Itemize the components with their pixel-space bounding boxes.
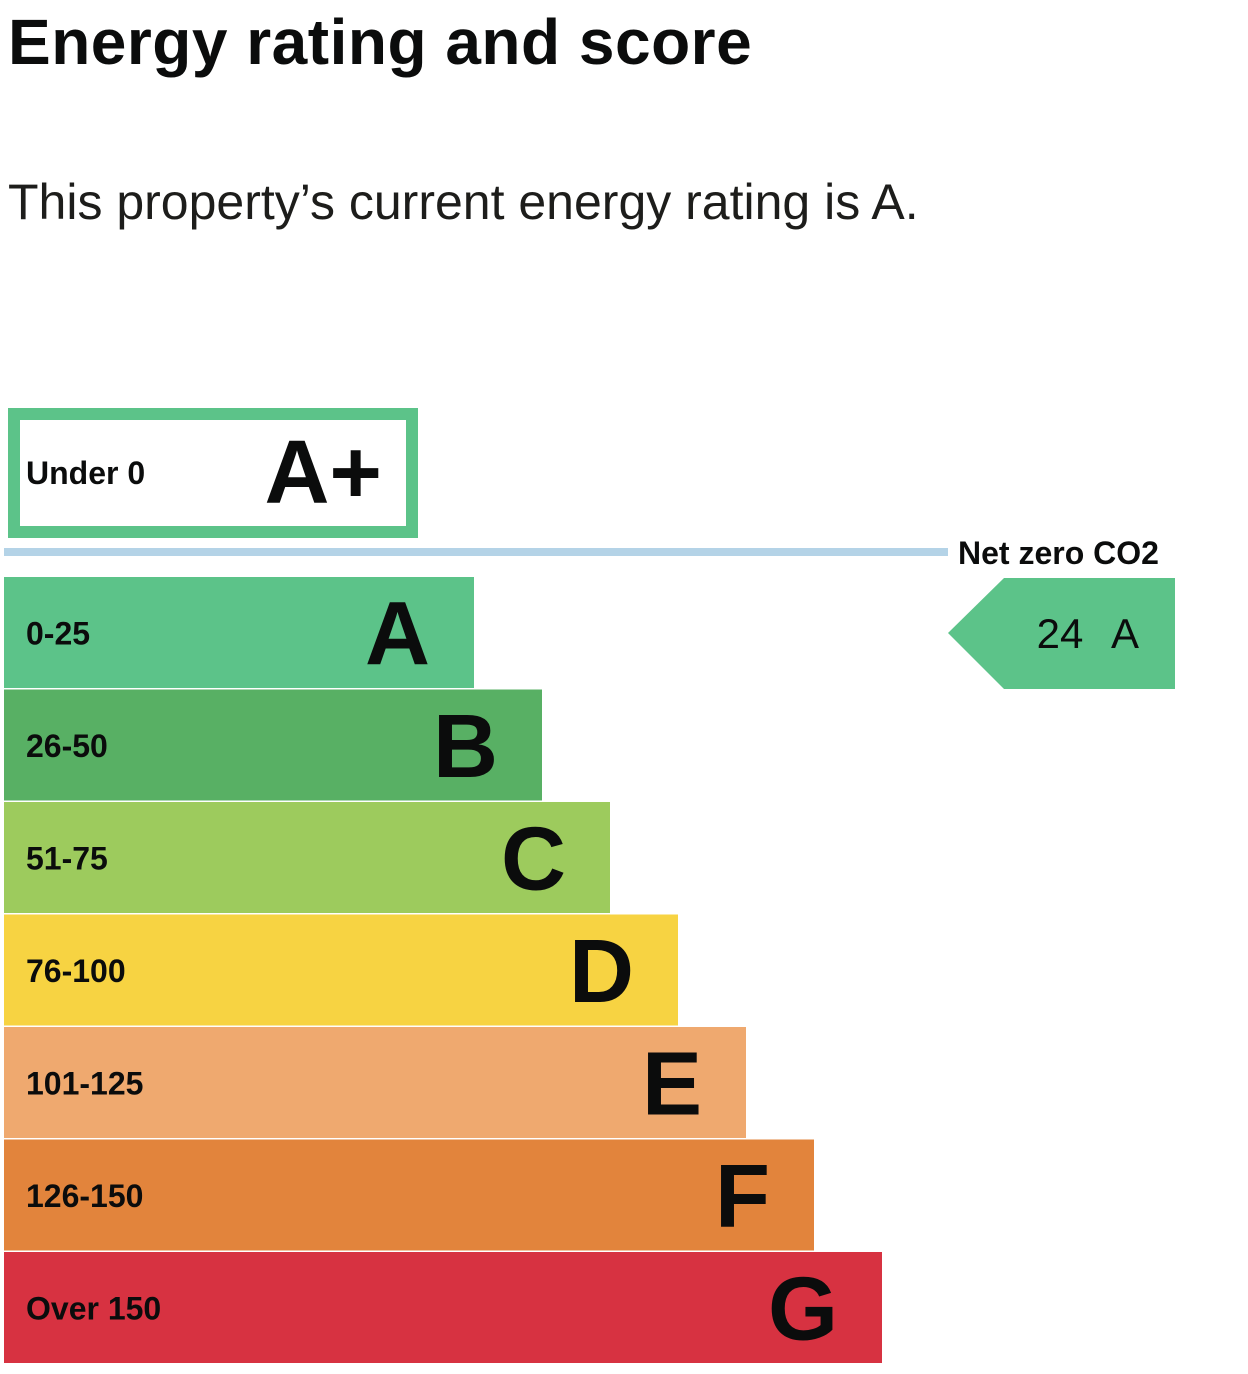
band-c-range: 51-75 — [26, 841, 108, 877]
band-f-letter: F — [715, 1147, 770, 1247]
band-d-letter: D — [569, 922, 634, 1022]
current-rating-arrow — [948, 578, 1175, 689]
band-f-range: 126-150 — [26, 1178, 143, 1214]
band-g-bar — [4, 1252, 882, 1363]
band-aplus-range: Under 0 — [26, 455, 145, 491]
current-score: 24 — [1037, 610, 1084, 657]
band-b-range: 26-50 — [26, 728, 108, 764]
band-a-range: 0-25 — [26, 616, 90, 652]
band-d-range: 76-100 — [26, 953, 126, 989]
band-e-letter: E — [642, 1035, 702, 1135]
band-aplus-letter: A+ — [264, 423, 382, 523]
band-e-bar — [4, 1027, 746, 1138]
band-d-bar — [4, 914, 678, 1026]
band-a-letter: A — [365, 585, 430, 685]
band-a-bar — [4, 577, 474, 688]
band-g-letter: G — [768, 1260, 838, 1360]
band-f-bar — [4, 1139, 814, 1251]
band-aplus-box — [8, 408, 418, 538]
band-c-letter: C — [501, 810, 566, 910]
current-rating-letter: A — [1111, 610, 1139, 657]
band-e-range: 101-125 — [26, 1066, 143, 1102]
band-c-bar — [4, 802, 610, 913]
net-zero-label: Net zero CO2 — [958, 535, 1159, 571]
band-g-range: Over 150 — [26, 1291, 161, 1327]
rating-summary: This property’s current energy rating is… — [8, 174, 919, 230]
band-b-letter: B — [433, 697, 498, 797]
band-b-bar — [4, 689, 542, 801]
page-title: Energy rating and score — [8, 6, 753, 78]
